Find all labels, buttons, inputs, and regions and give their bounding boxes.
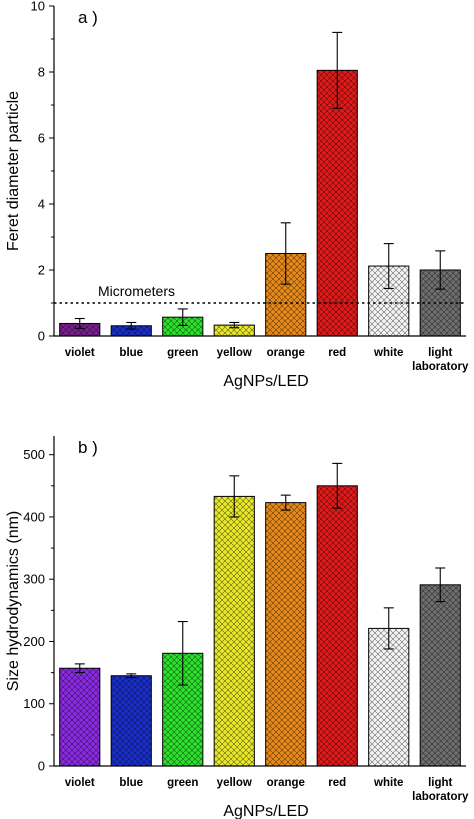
bar-hatch	[111, 325, 152, 336]
panel-label: a )	[78, 8, 98, 27]
bar-hatch	[214, 325, 255, 336]
bar-hatch	[214, 496, 255, 766]
y-tick-label: 500	[23, 447, 45, 462]
x-tick-label: laboratory	[412, 361, 469, 373]
x-tick-label: blue	[119, 347, 143, 359]
y-tick-label: 10	[31, 0, 45, 14]
y-tick-label: 2	[38, 263, 45, 278]
x-axis-title: AgNPs/LED	[223, 373, 308, 390]
y-tick-label: 100	[23, 696, 45, 711]
y-axis-title: Feret diameter particle	[5, 91, 22, 251]
x-tick-label: red	[328, 777, 346, 789]
bar-hatch	[368, 628, 409, 766]
x-tick-label: violet	[65, 777, 95, 789]
y-tick-label: 4	[38, 197, 45, 212]
y-tick-label: 0	[38, 759, 45, 774]
x-tick-label: white	[373, 347, 403, 359]
bar-hatch	[59, 323, 100, 336]
bar-hatch	[420, 584, 461, 766]
x-tick-label: light	[428, 777, 452, 789]
y-axis-title: Size hydrodynamics (nm)	[5, 511, 22, 692]
bar-hatch	[111, 675, 152, 766]
x-tick-label: orange	[267, 777, 305, 789]
x-tick-label: blue	[119, 777, 143, 789]
x-axis-title: AgNPs/LED	[223, 803, 308, 819]
x-tick-label: green	[167, 777, 198, 789]
bar-hatch	[317, 485, 358, 766]
y-tick-label: 0	[38, 329, 45, 344]
bar-hatch	[317, 70, 358, 336]
x-tick-label: violet	[65, 347, 95, 359]
x-tick-label: light	[428, 347, 452, 359]
y-tick-label: 6	[38, 131, 45, 146]
x-tick-label: orange	[267, 347, 305, 359]
x-tick-label: yellow	[217, 347, 252, 359]
x-tick-label: red	[328, 347, 346, 359]
reference-line-label: Micrometers	[98, 283, 175, 299]
y-tick-label: 300	[23, 572, 45, 587]
y-tick-label: 200	[23, 634, 45, 649]
x-tick-label: white	[373, 777, 403, 789]
bar-hatch	[265, 502, 306, 766]
x-tick-label: yellow	[217, 777, 252, 789]
chart-panel-a: Micrometers 0 2 4 6 8 10 violet blue green yellow o…	[5, 0, 469, 390]
chart-panel-b: 0 100 200 300 400 500 violet blue green yellow ora…	[5, 436, 469, 819]
y-tick-label: 400	[23, 509, 45, 524]
x-tick-label: green	[167, 347, 198, 359]
y-tick-label: 8	[38, 65, 45, 80]
bar-hatch	[59, 668, 100, 766]
x-tick-label: laboratory	[412, 791, 469, 803]
panel-label: b )	[78, 438, 98, 457]
bar-hatch	[162, 317, 203, 336]
